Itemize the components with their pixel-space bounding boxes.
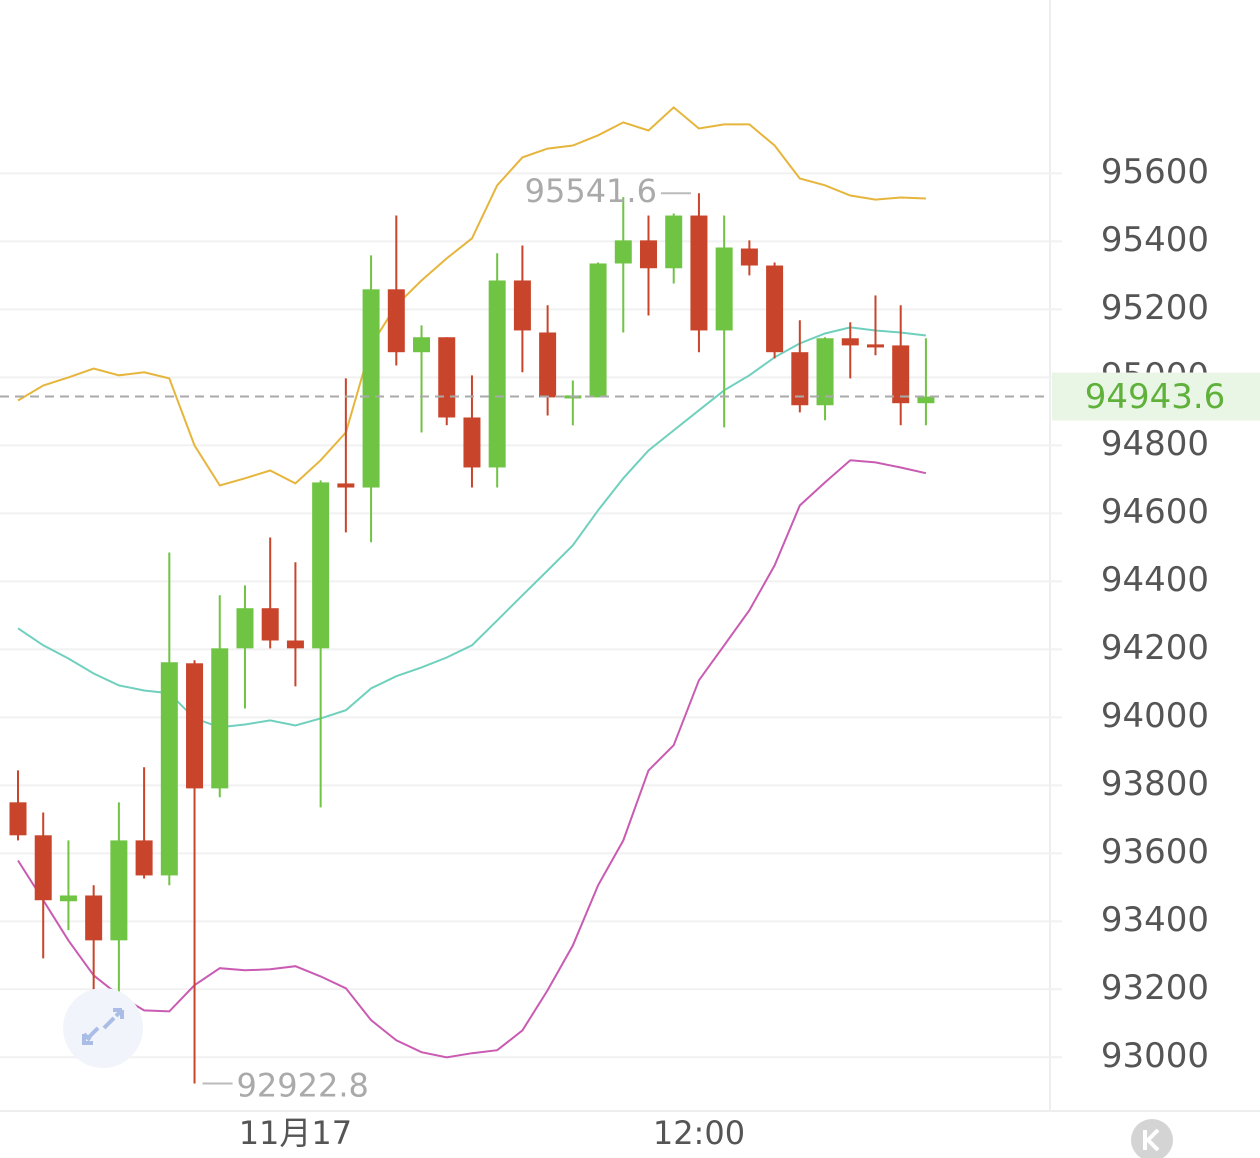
candle-body (665, 215, 683, 269)
min-label: 92922.8 (237, 1067, 369, 1105)
y-tick-label: 95400 (1101, 220, 1209, 260)
current-price-box (1052, 372, 1260, 421)
candle-body (614, 240, 632, 264)
candle-body (9, 802, 27, 836)
y-tick-label: 94600 (1101, 492, 1209, 532)
k-button-glyph[interactable] (1143, 1128, 1160, 1152)
y-tick-label: 93600 (1101, 832, 1209, 872)
candle-body (110, 840, 128, 941)
max-label: 95541.6 (525, 172, 657, 210)
candle-body (463, 417, 481, 468)
candle-body (135, 840, 153, 876)
band-line (17, 459, 927, 1059)
y-tick-label: 93000 (1101, 1036, 1209, 1076)
candle-body (362, 289, 380, 488)
candle-body (539, 332, 557, 398)
y-tick-label: 94200 (1101, 628, 1209, 668)
expand-icon-glyph[interactable] (82, 1008, 124, 1045)
candle-body (160, 662, 178, 876)
candle-body (337, 483, 355, 488)
y-tick-label: 94800 (1101, 424, 1209, 464)
candle-body (211, 648, 229, 789)
candle-body (59, 895, 77, 902)
y-tick-label: 94400 (1101, 560, 1209, 600)
candle-body (791, 352, 809, 406)
candle-body (892, 345, 910, 404)
candle-body (690, 215, 708, 331)
k-button[interactable] (1131, 1119, 1173, 1158)
candle-body (640, 240, 657, 269)
candle-body (413, 337, 431, 353)
candle-body (816, 338, 834, 406)
candle-body (766, 265, 784, 353)
expand-icon[interactable] (63, 988, 143, 1068)
candle-body (261, 608, 279, 641)
y-tick-label: 93400 (1101, 900, 1209, 940)
candle-body (286, 640, 304, 649)
band-line (17, 106, 926, 487)
candle-body (589, 263, 607, 398)
x-tick-label: 12:00 (653, 1114, 745, 1152)
candle-body (387, 289, 405, 353)
candle-body (513, 280, 531, 331)
candle-body (312, 482, 330, 649)
candle-body (740, 248, 758, 266)
y-tick-label: 94000 (1101, 696, 1209, 736)
candle-body (866, 344, 884, 348)
candle-body (488, 280, 506, 468)
y-tick-label: 93200 (1101, 968, 1209, 1008)
candle-body (917, 396, 935, 404)
candle-body (438, 337, 456, 418)
x-tick-label: 11月17 (239, 1114, 352, 1152)
candle-body (841, 338, 859, 346)
y-tick-label: 95600 (1101, 152, 1209, 192)
current-price-label: 94943.6 (1085, 377, 1226, 417)
candle-body (715, 247, 733, 331)
y-tick-label: 93800 (1101, 764, 1209, 804)
candle-body (236, 608, 254, 649)
candle-body (186, 663, 204, 789)
y-tick-label: 95200 (1101, 288, 1209, 328)
candle-body (34, 835, 52, 901)
expand-icon-bg[interactable] (63, 988, 143, 1068)
candle-body (85, 895, 103, 941)
